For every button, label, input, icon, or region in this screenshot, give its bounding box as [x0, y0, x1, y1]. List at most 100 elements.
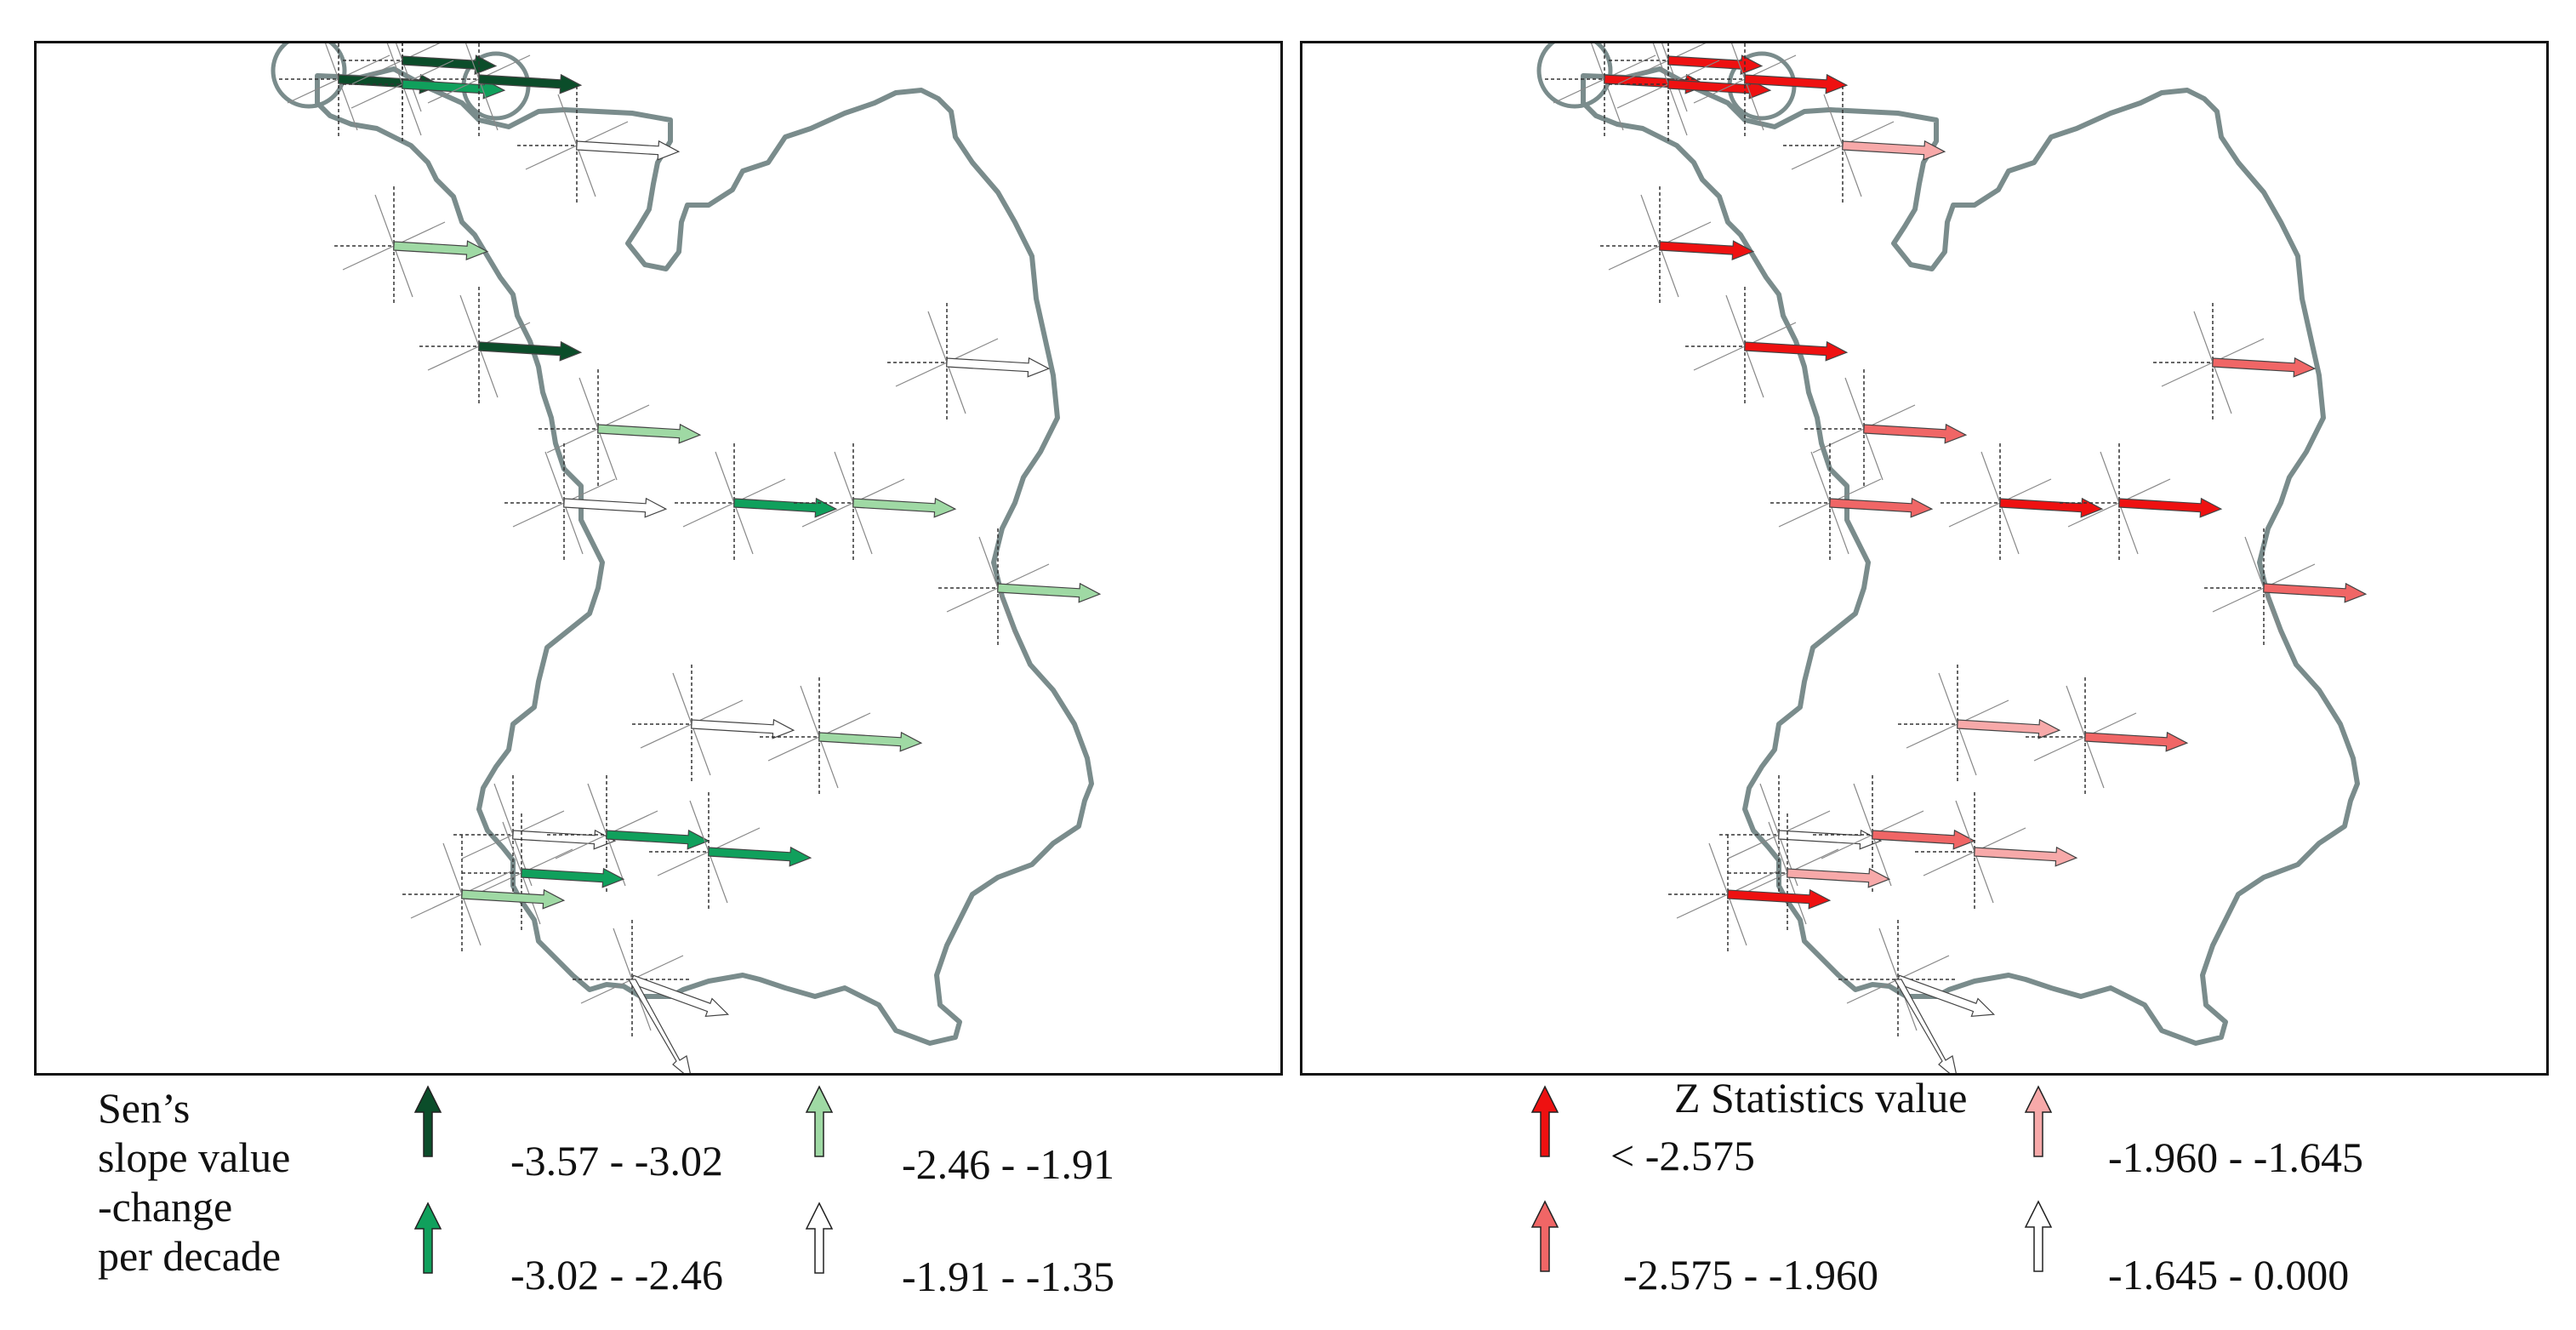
trend-arrow: [512, 829, 617, 850]
station-marker: [334, 186, 489, 305]
arrow-up-icon: [1530, 1085, 1559, 1157]
trend-arrow: [708, 846, 812, 867]
trend-arrow: [630, 974, 730, 1017]
station-marker: [1783, 86, 1946, 205]
sens-slope-map: [271, 43, 1102, 1073]
lake-outline: [271, 43, 347, 109]
trend-arrow: [402, 54, 498, 75]
station-marker: [1838, 920, 1996, 1039]
trend-arrow: [1974, 846, 2078, 867]
station-marker: [2204, 528, 2368, 648]
trend-arrow: [733, 497, 838, 518]
trend-arrow: [563, 497, 668, 518]
station-marker: [794, 443, 957, 562]
station-marker: [1898, 665, 2061, 784]
trend-arrow: [478, 340, 583, 362]
z-statistics-map-panel: [1300, 41, 2549, 1076]
station-marker: [517, 86, 681, 205]
sens-slope-map-panel: [34, 41, 1283, 1076]
station-marker: [547, 775, 710, 894]
trend-arrow: [1957, 718, 2061, 739]
station-marker: [760, 677, 923, 796]
trend-arrow: [2118, 497, 2223, 518]
station-marker: [1600, 186, 1755, 305]
arrow-up-icon: [805, 1202, 834, 1274]
legend-class-label: -2.46 - -1.91: [902, 1140, 1114, 1188]
trend-arrow: [1667, 54, 1764, 75]
legend-swatch-l2: [805, 1085, 834, 1157]
legend-title: Z Statistics value: [1674, 1074, 1968, 1122]
legend-class-label: -2.575 - -1.960: [1623, 1251, 1878, 1299]
arrow-up-icon: [805, 1085, 834, 1157]
station-marker: [419, 43, 583, 139]
station-marker: [1804, 369, 1968, 488]
legend-class-label: -3.57 - -3.02: [510, 1137, 723, 1184]
trend-arrow: [2263, 582, 2368, 603]
lake-outline: [1536, 43, 1613, 109]
legend-swatch-r1: [1530, 1200, 1559, 1272]
trend-arrow: [946, 357, 1051, 378]
station-marker: [675, 443, 838, 562]
station-marker: [1609, 43, 1772, 144]
station-marker: [2153, 303, 2317, 422]
trend-arrow: [1727, 888, 1832, 910]
trend-arrow: [478, 73, 583, 94]
trend-arrow: [606, 829, 710, 850]
trend-arrow: [1895, 974, 1996, 1017]
station-marker: [402, 835, 566, 954]
station-marker: [1941, 443, 2104, 562]
station-marker: [539, 369, 702, 488]
trend-arrow: [1744, 340, 1849, 362]
trend-arrow: [627, 979, 691, 1073]
trend-arrow: [1829, 497, 1934, 518]
station-marker: [649, 792, 812, 911]
trend-arrow: [1872, 829, 1976, 850]
legend-class-label: < -2.575: [1610, 1132, 1755, 1179]
legend-class-label: -1.645 - 0.000: [2108, 1251, 2350, 1299]
station-marker: [504, 443, 668, 562]
legend-swatch-l3: [805, 1202, 834, 1274]
trend-arrow: [1744, 73, 1849, 94]
sens-slope-legend: Sen’s slope value -change per decade -3.…: [34, 1079, 1283, 1330]
legend-class-label: -1.960 - -1.645: [2108, 1133, 2363, 1181]
legend-swatch-l0: [413, 1085, 442, 1157]
station-marker: [1668, 835, 1832, 954]
region-boundary: [315, 66, 1094, 1046]
legend-title-line: -change: [98, 1183, 233, 1230]
trend-arrow: [576, 140, 681, 161]
station-marker: [1770, 443, 1934, 562]
z-statistics-legend: Z Statistics value < -2.575 -2.575 - -1.…: [1300, 1074, 2549, 1330]
station-marker: [1685, 287, 1849, 406]
station-marker: [1545, 43, 1708, 139]
trend-arrow: [402, 78, 506, 100]
legend-swatch-l1: [413, 1202, 442, 1274]
trend-arrow: [521, 867, 625, 888]
legend-class-label: -1.91 - -1.35: [902, 1253, 1114, 1300]
arrow-up-icon: [413, 1202, 442, 1274]
arrow-up-icon: [2024, 1200, 2053, 1272]
trend-arrow: [691, 718, 795, 739]
station-marker: [1685, 43, 1849, 139]
legend-class-label: -3.02 - -2.46: [510, 1251, 723, 1299]
legend-swatch-r0: [1530, 1085, 1559, 1157]
arrow-up-icon: [413, 1085, 442, 1157]
station-marker: [419, 287, 583, 406]
trend-arrow: [2212, 357, 2317, 378]
z-statistics-map: [1536, 43, 2368, 1073]
station-marker: [1728, 813, 1891, 933]
trend-arrow: [2084, 731, 2189, 752]
trend-arrow: [597, 423, 702, 444]
station-marker: [938, 528, 1102, 648]
trend-arrow: [997, 582, 1102, 603]
station-marker: [1915, 792, 2078, 911]
trend-arrow: [1787, 867, 1891, 888]
station-marker: [343, 43, 506, 144]
trend-arrow: [818, 731, 923, 752]
legend-title-line: per decade: [98, 1232, 282, 1280]
station-marker: [1813, 775, 1976, 894]
trend-arrow: [393, 240, 489, 260]
legend-swatch-r2: [2024, 1085, 2053, 1157]
station-marker: [2026, 677, 2189, 796]
trend-arrow: [1893, 979, 1957, 1073]
region-boundary: [1581, 66, 2360, 1046]
